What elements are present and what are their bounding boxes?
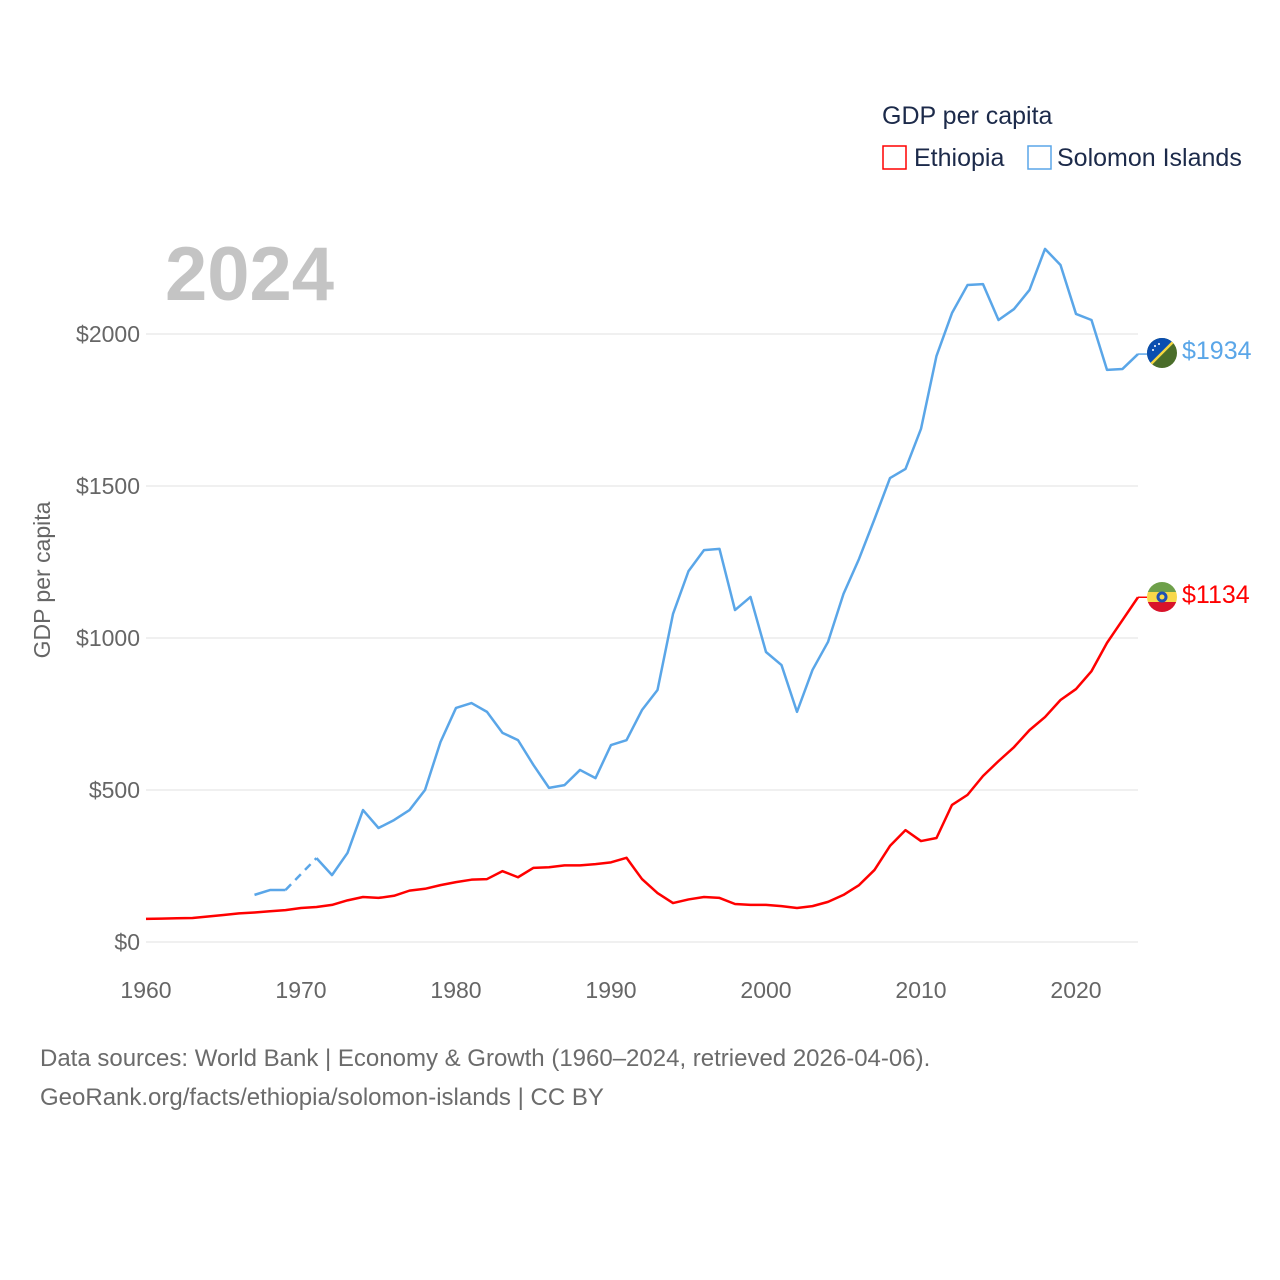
y-tick-label: $1500 (76, 473, 140, 499)
legend-item-ethiopia[interactable]: Ethiopia (882, 144, 1004, 172)
y-axis-label: GDP per capita (29, 501, 55, 658)
flag-solomon-islands-icon (1147, 338, 1177, 368)
legend-title: GDP per capita (882, 102, 1053, 130)
legend-item-solomon-islands[interactable]: Solomon Islands (1027, 144, 1242, 172)
source-link[interactable]: GeoRank.org/facts/ethiopia/solomon-islan… (40, 1084, 604, 1111)
x-tick-label: 2010 (895, 977, 946, 1003)
legend-swatch-ethiopia (882, 145, 907, 170)
legend-swatch-solomon-islands (1027, 145, 1052, 170)
end-label-ethiopia: $1134 (1182, 581, 1250, 609)
y-tick-label: $1000 (76, 625, 140, 651)
flag-ethiopia-icon (1147, 582, 1177, 612)
x-tick-label: 1990 (585, 977, 636, 1003)
series-line-ethiopia (145, 596, 1140, 921)
series-line-solomon-islands (254, 888, 286, 897)
y-tick-label: $500 (89, 777, 140, 803)
legend-label-ethiopia: Ethiopia (914, 144, 1004, 172)
x-tick-label: 1970 (275, 977, 326, 1003)
series-line-solomon-islands (315, 247, 1139, 877)
x-tick-label: 1980 (430, 977, 481, 1003)
year-label: 2024 (165, 232, 334, 317)
data-source-text: Data sources: World Bank | Economy & Gro… (40, 1045, 931, 1072)
y-tick-label: $2000 (76, 321, 140, 347)
gap-line-solomon-islands (284, 857, 318, 891)
x-tick-label: 2020 (1050, 977, 1101, 1003)
end-label-solomon-islands: $1934 (1182, 337, 1252, 365)
x-tick-label: 1960 (120, 977, 171, 1003)
x-tick-label: 2000 (740, 977, 791, 1003)
y-tick-label: $0 (114, 929, 140, 955)
legend-label-solomon-islands: Solomon Islands (1057, 144, 1242, 172)
